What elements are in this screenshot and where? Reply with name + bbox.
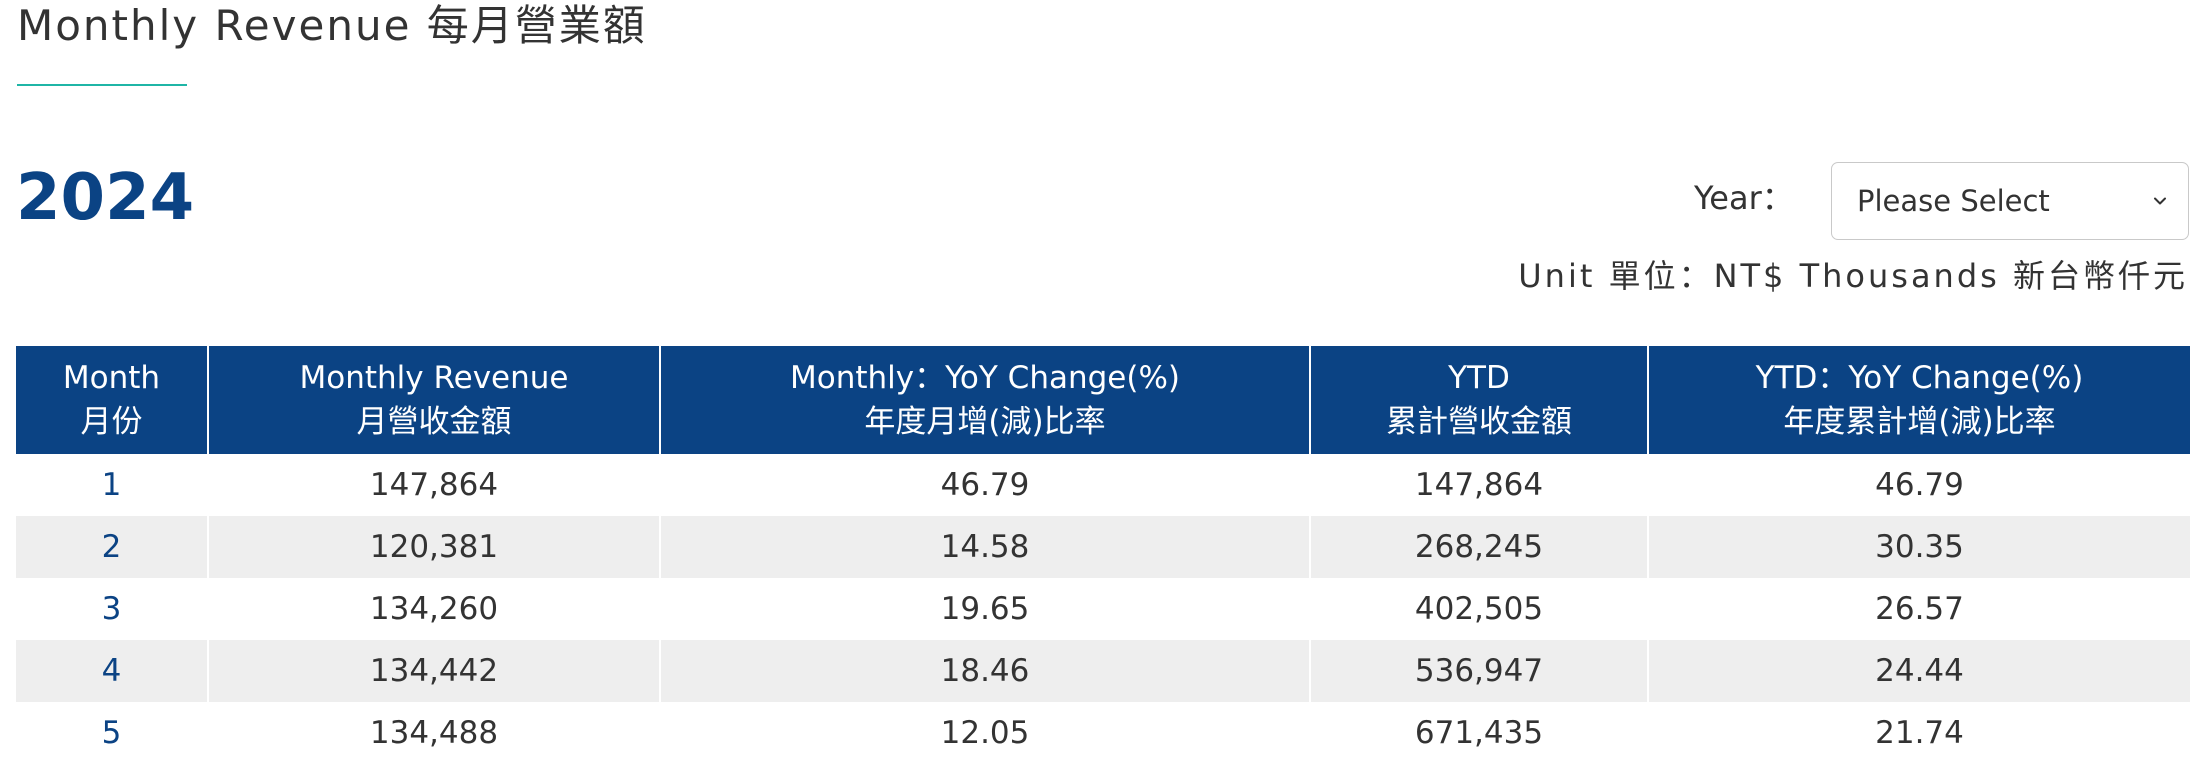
table-row: 4 134,442 18.46 536,947 24.44 [16,640,2190,702]
revenue-cell: 134,488 [207,702,660,764]
ytd-yoy-cell: 46.79 [1647,454,2190,516]
header-zh: 累計營收金額 [1386,404,1572,440]
ytd-yoy-cell: 30.35 [1647,516,2190,578]
ytd-cell: 536,947 [1309,640,1648,702]
revenue-cell: 134,260 [207,578,660,640]
ytd-yoy-cell: 21.74 [1647,702,2190,764]
header-en: Monthly Revenue [299,360,569,396]
monthly-yoy-cell: 18.46 [659,640,1310,702]
header-en: Month [62,360,161,396]
ytd-yoy-cell: 24.44 [1647,640,2190,702]
year-heading: 2024 [16,161,195,235]
table-row: 3 134,260 19.65 402,505 26.57 [16,578,2190,640]
monthly-yoy-cell: 19.65 [659,578,1310,640]
ytd-yoy-cell: 26.57 [1647,578,2190,640]
monthly-yoy-cell: 46.79 [659,454,1310,516]
revenue-cell: 134,442 [207,640,660,702]
ytd-cell: 671,435 [1309,702,1648,764]
month-cell: 1 [101,467,122,503]
revenue-cell: 147,864 [207,454,660,516]
table-row: 2 120,381 14.58 268,245 30.35 [16,516,2190,578]
table-row: 1 147,864 46.79 147,864 46.79 [16,454,2190,516]
header-zh: 年度累計增(減)比率 [1783,404,2056,440]
ytd-cell: 268,245 [1309,516,1648,578]
unit-note: Unit 單位：NT$ Thousands 新台幣仟元 [1518,257,2188,295]
month-cell: 5 [101,715,122,751]
header-month: Month 月份 [16,346,208,454]
table-header-row: Month 月份 Monthly Revenue 月營收金額 Monthly：Y… [16,346,2190,454]
year-filter-label: Year： [1694,179,1794,217]
monthly-yoy-cell: 14.58 [659,516,1310,578]
header-monthly-yoy: Monthly：YoY Change(%) 年度月增(減)比率 [659,346,1310,454]
header-zh: 月營收金額 [356,404,512,440]
ytd-cell: 147,864 [1309,454,1648,516]
header-en: YTD [1448,360,1510,396]
chevron-down-icon [2154,197,2166,205]
header-en: YTD：YoY Change(%) [1755,360,2084,396]
header-zh: 年度月增(減)比率 [864,404,1106,440]
month-cell: 3 [101,591,122,627]
table-row: 5 134,488 12.05 671,435 21.74 [16,702,2190,764]
revenue-cell: 120,381 [207,516,660,578]
ytd-cell: 402,505 [1309,578,1648,640]
header-zh: 月份 [80,404,143,440]
month-cell: 2 [16,516,208,578]
header-ytd: YTD 累計營收金額 [1309,346,1648,454]
page-title: Monthly Revenue 每月營業額 [17,1,647,50]
monthly-yoy-cell: 12.05 [659,702,1310,764]
header-ytd-yoy: YTD：YoY Change(%) 年度累計增(減)比率 [1647,346,2190,454]
revenue-table: Month 月份 Monthly Revenue 月營收金額 Monthly：Y… [16,346,2190,764]
month-cell: 4 [16,640,208,702]
year-select[interactable]: Please Select [1831,162,2189,240]
header-monthly-revenue: Monthly Revenue 月營收金額 [207,346,660,454]
title-underline [17,84,187,86]
year-select-value: Please Select [1857,184,2050,218]
header-en: Monthly：YoY Change(%) [789,360,1181,396]
